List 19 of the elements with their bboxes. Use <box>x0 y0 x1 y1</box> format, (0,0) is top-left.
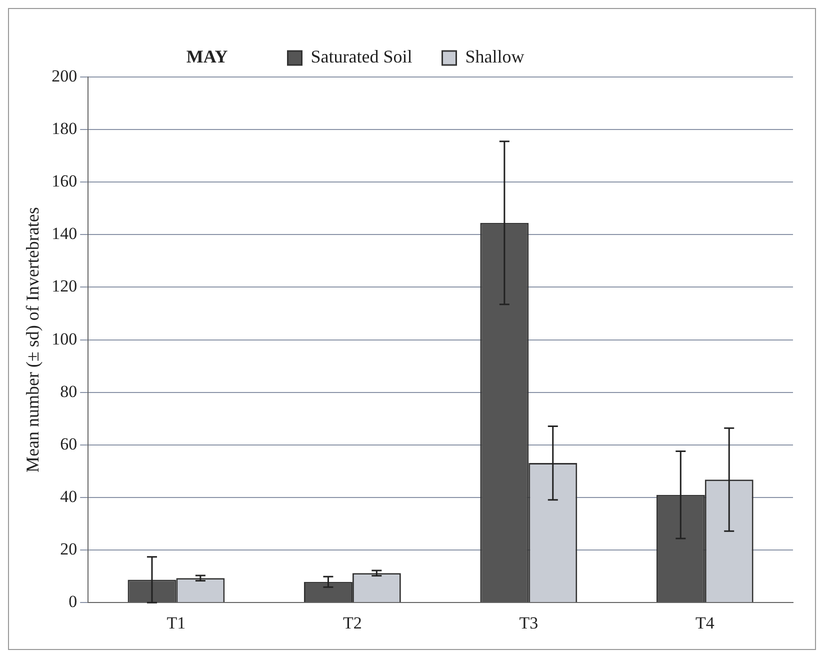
y-tick-label: 20 <box>60 540 78 559</box>
x-tick-label: T3 <box>519 613 538 632</box>
y-axis-title: Mean number (± sd) of Invertebrates <box>22 207 43 472</box>
y-tick-label: 100 <box>52 329 78 348</box>
y-tick-label: 40 <box>60 486 78 506</box>
y-tick-label: 60 <box>60 434 78 454</box>
chart-title: MAY <box>186 46 228 67</box>
legend-label: Saturated Soil <box>310 46 412 67</box>
y-tick-label: 120 <box>52 276 78 296</box>
x-tick-label: T2 <box>342 613 362 632</box>
y-tick-label: 140 <box>52 224 78 244</box>
legend-label: Shallow <box>465 46 524 67</box>
y-tick-label: 160 <box>52 172 78 191</box>
y-tick-label: 200 <box>52 66 78 86</box>
y-tick-label: 180 <box>52 119 78 138</box>
y-tick-label: 80 <box>60 382 78 401</box>
x-tick-label: T4 <box>695 613 715 632</box>
x-tick-label: T1 <box>166 613 186 632</box>
y-tick-label: 0 <box>68 592 78 612</box>
